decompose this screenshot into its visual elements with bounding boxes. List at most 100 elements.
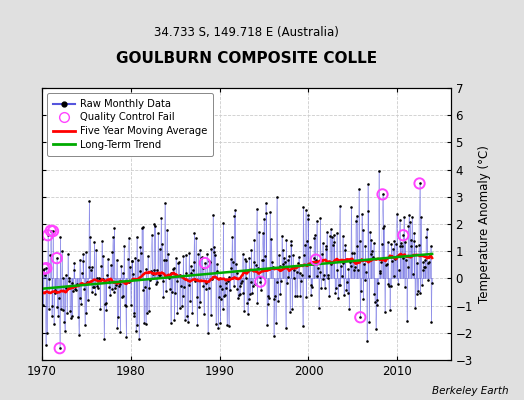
Point <box>360 261 368 267</box>
Point <box>127 258 136 264</box>
Point <box>39 302 48 308</box>
Point <box>148 270 157 276</box>
Point <box>265 295 274 302</box>
Point <box>170 265 178 272</box>
Point <box>219 306 227 313</box>
Point <box>337 263 345 270</box>
Point <box>190 258 198 265</box>
Point <box>372 326 380 332</box>
Point <box>281 325 290 332</box>
Point <box>78 270 86 276</box>
Point <box>256 278 265 285</box>
Point <box>344 290 352 296</box>
Point <box>312 256 320 263</box>
Point <box>339 260 347 266</box>
Point <box>220 293 228 300</box>
Point <box>318 251 326 257</box>
Point <box>149 271 157 277</box>
Point <box>266 209 274 215</box>
Point <box>376 270 385 276</box>
Point <box>238 278 246 284</box>
Point <box>364 208 373 214</box>
Point <box>374 280 383 286</box>
Point <box>38 266 47 273</box>
Point <box>118 270 127 276</box>
Point <box>61 272 70 278</box>
Point <box>306 244 314 250</box>
Point <box>239 289 247 296</box>
Point <box>382 261 390 268</box>
Point <box>353 243 362 250</box>
Point <box>49 228 57 234</box>
Point <box>104 256 112 263</box>
Point <box>47 228 55 234</box>
Point <box>59 306 67 313</box>
Point <box>43 232 52 238</box>
Point <box>256 278 265 285</box>
Point <box>57 306 66 312</box>
Point <box>42 265 50 271</box>
Point <box>233 269 241 276</box>
Point <box>149 267 158 274</box>
Point <box>319 276 328 282</box>
Point <box>328 261 336 268</box>
Point <box>90 284 98 290</box>
Point <box>45 306 53 312</box>
Point <box>422 234 430 240</box>
Point <box>124 235 133 241</box>
Point <box>41 272 49 278</box>
Point <box>391 240 400 247</box>
Point <box>384 281 392 287</box>
Point <box>226 286 234 293</box>
Point <box>421 256 429 263</box>
Point <box>204 285 213 291</box>
Point <box>418 266 427 273</box>
Point <box>150 221 159 228</box>
Point <box>171 290 179 296</box>
Point <box>215 283 224 289</box>
Point <box>252 262 260 268</box>
Point <box>225 274 234 280</box>
Point <box>81 248 90 255</box>
Point <box>287 238 295 244</box>
Point <box>199 265 207 271</box>
Point <box>131 254 139 261</box>
Point <box>251 281 259 288</box>
Point <box>129 270 137 277</box>
Point <box>172 278 181 284</box>
Point <box>146 277 154 283</box>
Point <box>317 285 325 291</box>
Point <box>260 216 268 222</box>
Point <box>206 312 215 318</box>
Point <box>283 257 292 263</box>
Point <box>134 257 143 263</box>
Point <box>315 268 324 275</box>
Point <box>403 264 412 270</box>
Point <box>38 236 46 242</box>
Point <box>231 206 239 213</box>
Point <box>285 253 293 260</box>
Point <box>236 283 245 289</box>
Point <box>246 278 255 285</box>
Point <box>192 294 201 300</box>
Point <box>413 260 421 266</box>
Point <box>217 285 226 292</box>
Point <box>142 265 150 272</box>
Point <box>201 285 210 292</box>
Point <box>64 278 73 284</box>
Point <box>300 252 308 258</box>
Point <box>52 255 61 261</box>
Point <box>160 257 168 263</box>
Point <box>95 275 103 282</box>
Point <box>183 312 191 319</box>
Point <box>68 312 77 319</box>
Point <box>212 261 221 267</box>
Point <box>156 272 165 278</box>
Point <box>124 256 132 262</box>
Point <box>55 295 63 302</box>
Point <box>76 295 84 301</box>
Point <box>248 290 256 296</box>
Point <box>276 291 285 298</box>
Point <box>147 268 155 274</box>
Point <box>185 250 193 256</box>
